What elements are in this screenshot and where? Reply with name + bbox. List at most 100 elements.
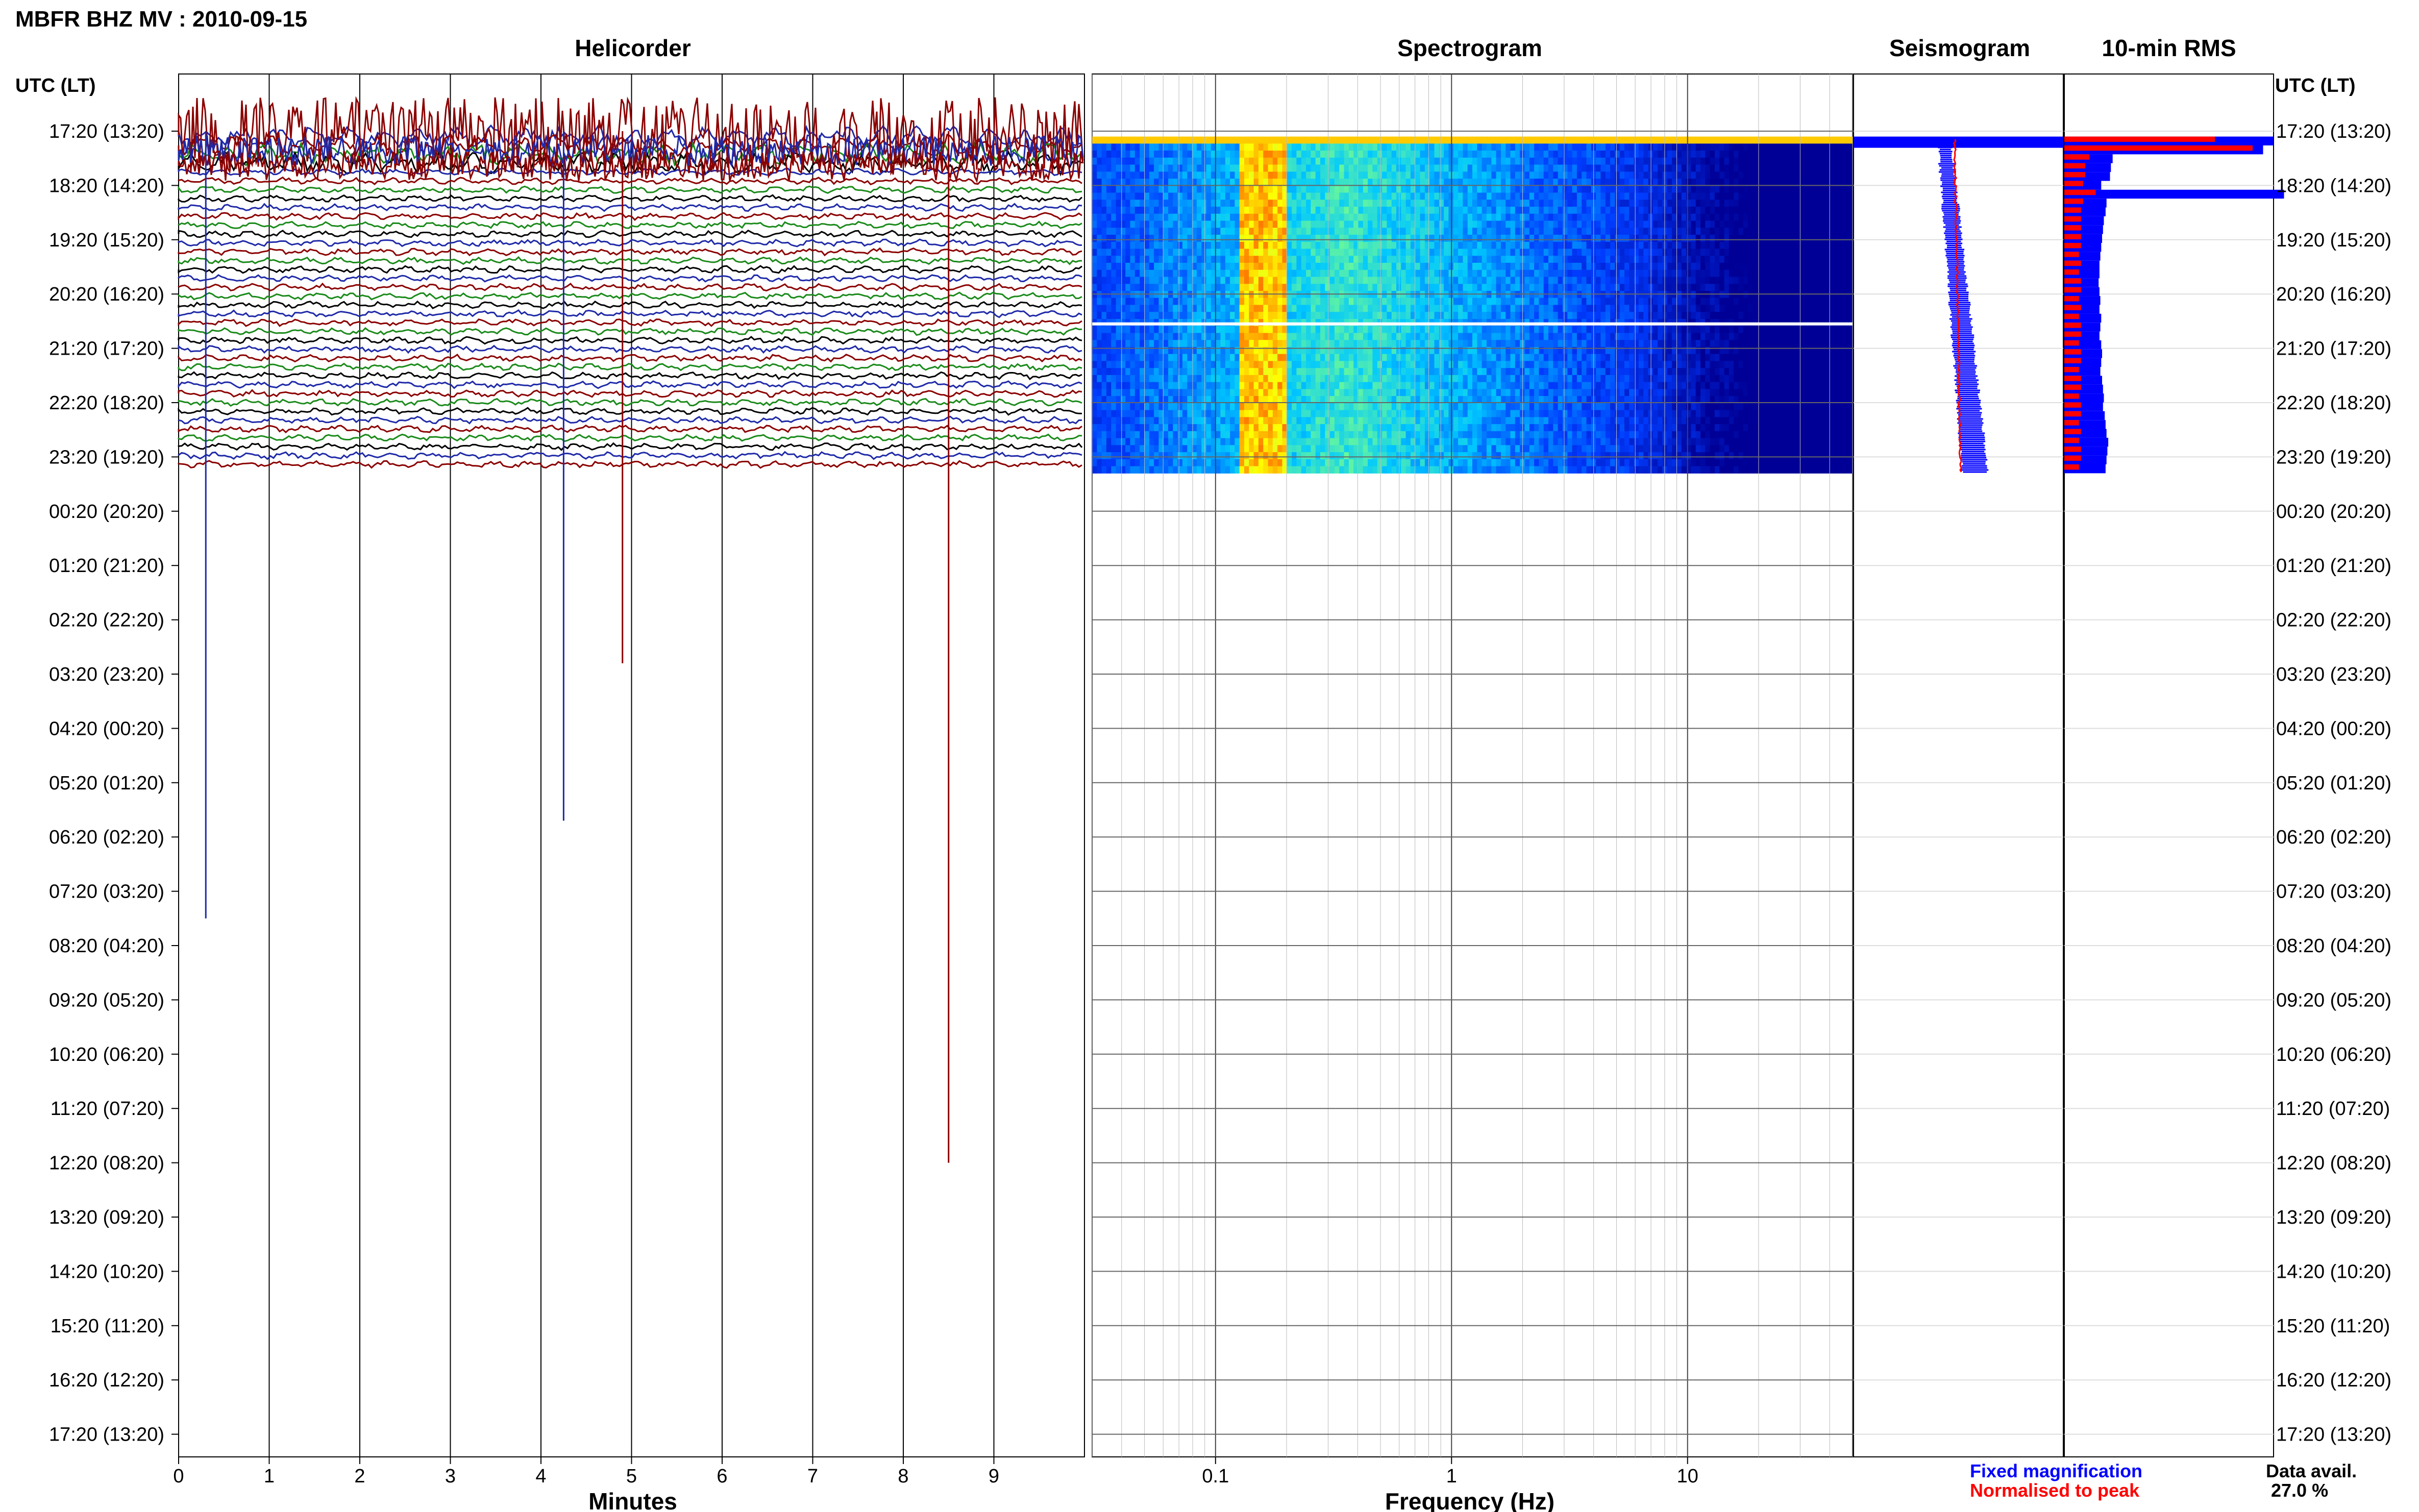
spectrogram-cell bbox=[1453, 346, 1459, 355]
spectrogram-cell bbox=[1420, 263, 1425, 270]
spectrogram-cell bbox=[1277, 340, 1283, 348]
spectrogram-cell bbox=[1211, 185, 1216, 193]
spectrogram-cell bbox=[1539, 277, 1544, 284]
spectrogram-cell bbox=[1111, 185, 1117, 193]
spectrogram-cell bbox=[1738, 171, 1744, 179]
spectrogram-cell bbox=[1420, 220, 1425, 228]
spectrogram-cell bbox=[1619, 241, 1625, 250]
spectrogram-cell bbox=[1391, 235, 1397, 242]
spectrogram-cell bbox=[1405, 326, 1411, 333]
spectrogram-cell bbox=[1543, 263, 1549, 270]
spectrogram-cell bbox=[1596, 192, 1601, 200]
spectrogram-cell bbox=[1249, 241, 1254, 250]
spectrogram-cell bbox=[1491, 312, 1497, 319]
spectrogram-cell bbox=[1762, 326, 1767, 333]
spectrogram-cell bbox=[1092, 228, 1097, 235]
spectrogram-cell bbox=[1272, 151, 1278, 158]
spectrogram-cell bbox=[1843, 241, 1848, 250]
spectrogram-cell bbox=[1524, 312, 1530, 319]
spectrogram-cell bbox=[1662, 228, 1668, 235]
spectrogram-cell bbox=[1491, 143, 1497, 151]
spectrogram-cell bbox=[1629, 298, 1635, 305]
spectrogram-cell bbox=[1500, 157, 1506, 165]
spectrogram-cell bbox=[1738, 207, 1744, 214]
spectrogram-cell bbox=[1453, 200, 1459, 207]
spectrogram-cell bbox=[1434, 249, 1440, 256]
spectrogram-cell bbox=[1714, 164, 1720, 172]
spectrogram-cell bbox=[1211, 200, 1216, 207]
spectrogram-cell bbox=[1567, 185, 1573, 193]
spectrogram-cell bbox=[1216, 269, 1221, 278]
spectrogram-cell bbox=[1463, 136, 1468, 144]
spectrogram-cell bbox=[1149, 136, 1154, 144]
spectrogram-cell bbox=[1710, 164, 1715, 172]
spectrogram-cell bbox=[1287, 284, 1292, 291]
spectrogram-cell bbox=[1810, 207, 1815, 214]
spectrogram-cell bbox=[1154, 171, 1159, 179]
spectrogram-cell bbox=[1391, 136, 1397, 144]
spectrogram-cell bbox=[1339, 263, 1345, 270]
spectrogram-cell bbox=[1173, 333, 1178, 340]
spectrogram-cell bbox=[1377, 340, 1383, 348]
spectrogram-cell bbox=[1168, 192, 1173, 200]
spectrogram-cell bbox=[1163, 340, 1169, 348]
spectrogram-cell bbox=[1819, 256, 1824, 263]
spectrogram-cell bbox=[1097, 136, 1102, 144]
spectrogram-cell bbox=[1396, 326, 1401, 333]
spectrogram-cell bbox=[1510, 151, 1516, 158]
spectrogram-cell bbox=[1249, 151, 1254, 158]
spectrogram-cell bbox=[1230, 151, 1235, 158]
spectrogram-cell bbox=[1125, 312, 1131, 319]
spectrogram-cell bbox=[1272, 171, 1278, 179]
spectrogram-cell bbox=[1762, 192, 1767, 200]
spectrogram-cell bbox=[1800, 298, 1806, 305]
spectrogram-cell bbox=[1182, 157, 1188, 165]
spectrogram-cell bbox=[1282, 228, 1288, 235]
spectrogram-cell bbox=[1196, 200, 1202, 207]
spectrogram-cell bbox=[1116, 305, 1121, 312]
spectrogram-cell bbox=[1624, 249, 1630, 256]
spectrogram-cell bbox=[1472, 220, 1477, 228]
spectrogram-cell bbox=[1819, 340, 1824, 348]
spectrogram-cell bbox=[1101, 326, 1107, 333]
spectrogram-cell bbox=[1225, 340, 1230, 348]
spectrogram-cell bbox=[1235, 136, 1240, 144]
spectrogram-cell bbox=[1268, 241, 1273, 250]
spectrogram-cell bbox=[1710, 277, 1715, 284]
spectrogram-cell bbox=[1382, 200, 1387, 207]
spectrogram-cell bbox=[1686, 192, 1691, 200]
spectrogram-cell bbox=[1206, 326, 1212, 333]
spectrogram-cell bbox=[1748, 235, 1753, 242]
spectrogram-cell bbox=[1691, 269, 1696, 278]
spectrogram-cell bbox=[1558, 220, 1563, 228]
spectrogram-cell bbox=[1154, 241, 1159, 250]
spectrogram-cell bbox=[1382, 277, 1387, 284]
spectrogram-cell bbox=[1619, 249, 1625, 256]
spectrogram-cell bbox=[1686, 213, 1691, 221]
spectrogram-cell bbox=[1339, 220, 1345, 228]
spectrogram-cell bbox=[1101, 235, 1107, 242]
spectrogram-cell bbox=[1282, 235, 1288, 242]
spectrogram-cell bbox=[1539, 284, 1544, 291]
spectrogram-cell bbox=[1249, 312, 1254, 319]
spectrogram-cell bbox=[1743, 151, 1748, 158]
spectrogram-cell bbox=[1368, 185, 1373, 193]
spectrogram-cell bbox=[1562, 164, 1568, 172]
spectrogram-cell bbox=[1624, 277, 1630, 284]
spectrogram-cell bbox=[1515, 241, 1520, 250]
spectrogram-cell bbox=[1776, 228, 1782, 235]
spectrogram-cell bbox=[1292, 228, 1297, 235]
spectrogram-cell bbox=[1524, 277, 1530, 284]
spectrogram-cell bbox=[1700, 228, 1706, 235]
spectrogram-cell bbox=[1211, 326, 1216, 333]
spectrogram-cell bbox=[1600, 213, 1606, 221]
helicorder-trace bbox=[178, 212, 1082, 221]
spectrogram-cell bbox=[1819, 143, 1824, 151]
spectrogram-cell bbox=[1263, 164, 1269, 172]
spectrogram-cell bbox=[1325, 171, 1330, 179]
spectrogram-cell bbox=[1582, 256, 1587, 263]
spectrogram-cell bbox=[1429, 340, 1435, 348]
spectrogram-cell bbox=[1315, 284, 1321, 291]
spectrogram-cell bbox=[1092, 256, 1097, 263]
